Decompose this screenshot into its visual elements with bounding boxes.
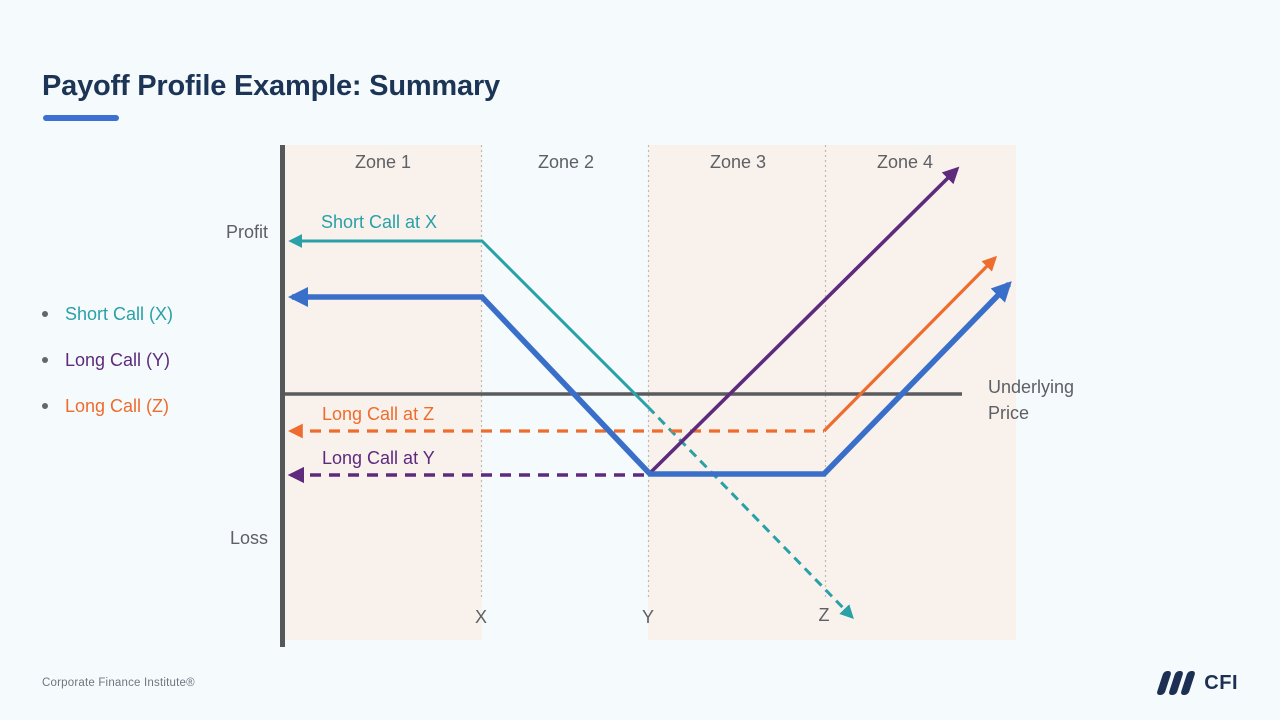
legend-label: Long Call (Y) [65,349,171,370]
long-call-y-line [646,166,960,477]
zone-4-label: Zone 4 [876,152,934,172]
legend-item-long-call-z: Long Call (Z) [42,392,262,420]
legend-item-short-call-x: Short Call (X) [42,300,262,328]
cfi-logo-text: CFI [1204,671,1238,694]
legend: Short Call (X) Long Call (Y) Long Call (… [42,300,262,438]
zone-2-label: Zone 2 [537,152,595,172]
strike-z-tick-label: Z [818,605,830,625]
loss-axis-label: Loss [229,528,268,548]
long-call-y-line-label: Long Call at Y [322,448,435,468]
page-title: Payoff Profile Example: Summary [42,70,500,102]
bullet-icon [42,403,48,409]
legend-label: Short Call (X) [65,303,174,324]
title-accent-bar [43,115,119,121]
short-call-x-line [288,234,650,409]
bullet-icon [42,311,48,317]
long-call-z-line-label: Long Call at Z [322,404,435,424]
short-call-x-line-label: Short Call at X [321,212,438,232]
zone-3-label: Zone 3 [709,152,767,172]
legend-label: Long Call (Z) [65,395,170,416]
footer-attribution: Corporate Finance Institute® [42,677,195,689]
strike-x-tick-label: X [474,607,487,627]
combined-position-line [287,281,1012,477]
y-axis [280,145,285,647]
underlying-price-axis-label: Underlying Price [988,377,1075,423]
zone-1-label: Zone 1 [354,152,412,172]
legend-item-long-call-y: Long Call (Y) [42,346,262,374]
cfi-logo-bars-icon [1156,671,1196,695]
cfi-logo: CFI [1156,668,1238,698]
profit-axis-label: Profit [225,222,268,242]
strike-y-tick-label: Y [641,607,654,627]
bullet-icon [42,357,48,363]
